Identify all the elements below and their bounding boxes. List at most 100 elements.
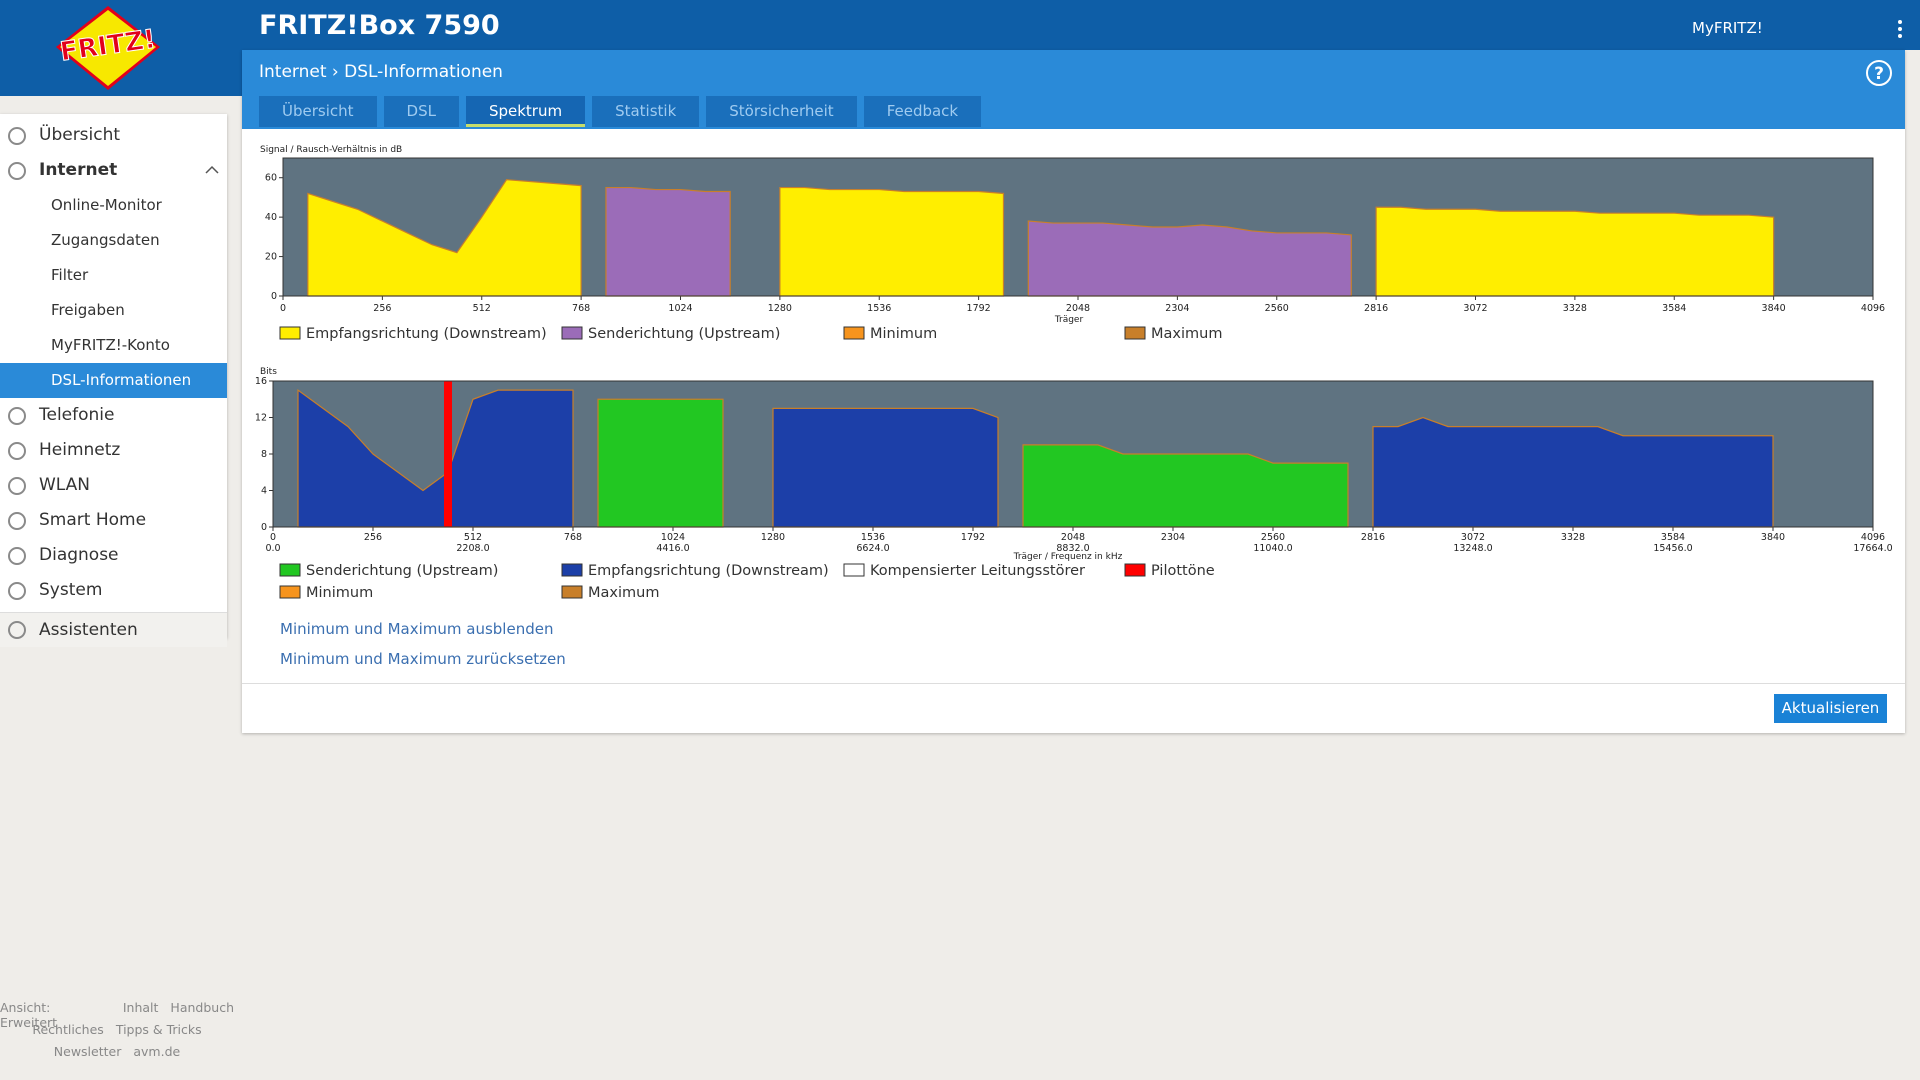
x-tick-label: 4096 xyxy=(1861,303,1885,314)
crumb[interactable]: Internet xyxy=(259,62,327,82)
footer-link[interactable]: Inhalt xyxy=(122,1000,159,1015)
icon-shape xyxy=(8,127,26,145)
legend-swatch xyxy=(843,326,865,340)
y-tick-label: 0 xyxy=(271,291,277,302)
x-tick-label: 0 xyxy=(270,532,276,543)
x-tick-label: 1536 xyxy=(861,532,885,543)
footer-link[interactable]: Tipps & Tricks xyxy=(115,1022,202,1037)
icon-shape xyxy=(8,621,26,639)
x-tick-label: 2560 xyxy=(1265,303,1289,314)
nav-item[interactable]: Smart Home xyxy=(39,510,147,530)
legend-swatch xyxy=(1124,326,1146,340)
nav-icon xyxy=(8,582,26,600)
tab[interactable]: Übersicht xyxy=(259,96,377,127)
nav-item[interactable]: Zugangsdaten xyxy=(51,231,160,249)
legend-swatch xyxy=(1124,563,1146,577)
x-tick-label: 3328 xyxy=(1561,532,1585,543)
x2-tick-label: 4416.0 xyxy=(656,543,689,554)
logo[interactable]: FRITZ! xyxy=(0,0,242,96)
link[interactable]: Minimum und Maximum zurücksetzen xyxy=(280,650,566,668)
nav-icon xyxy=(8,127,26,145)
y-tick-label: 20 xyxy=(265,252,277,263)
x-tick-label: 2816 xyxy=(1361,532,1385,543)
x-tick-label: 3072 xyxy=(1463,303,1487,314)
refresh-button[interactable]: Aktualisieren xyxy=(1774,694,1887,723)
x2-tick-label: 15456.0 xyxy=(1653,543,1692,554)
nav-item[interactable]: Assistenten xyxy=(0,612,227,647)
y-tick-label: 12 xyxy=(255,413,267,424)
help-icon[interactable]: ? xyxy=(1865,59,1893,87)
nav-item[interactable]: System xyxy=(39,580,103,600)
y-tick-label: 60 xyxy=(265,173,277,184)
nav-icon xyxy=(8,162,26,180)
myfritz-link[interactable]: MyFRITZ! xyxy=(1692,19,1763,37)
x-tick-label: 768 xyxy=(572,303,590,314)
nav-item[interactable]: Freigaben xyxy=(51,301,125,319)
area-series xyxy=(605,186,1352,297)
legend-label: Senderichtung (Upstream) xyxy=(588,326,780,342)
nav-item[interactable]: Übersicht xyxy=(39,125,121,145)
footer-link[interactable]: Handbuch xyxy=(170,1000,234,1015)
nav-item[interactable]: Filter xyxy=(51,266,89,284)
x-tick-label: 3840 xyxy=(1762,303,1786,314)
icon-shape xyxy=(8,442,26,460)
footer-row: Rechtliches Tipps & Tricks xyxy=(0,1022,234,1044)
x-tick-label: 256 xyxy=(373,303,391,314)
x-tick-label: 3584 xyxy=(1661,532,1685,543)
legend-label: Maximum xyxy=(588,585,659,601)
nav-item[interactable]: Internet xyxy=(39,160,118,180)
help-text: ? xyxy=(1874,64,1884,84)
chevron[interactable] xyxy=(204,165,220,175)
nav-item[interactable]: Telefonie xyxy=(39,405,115,425)
nav-item[interactable]: MyFRITZ!-Konto xyxy=(51,336,170,354)
nav-item[interactable]: Heimnetz xyxy=(39,440,121,460)
x-tick-label: 2048 xyxy=(1066,303,1090,314)
x-axis-label: Träger / Frequenz in kHz xyxy=(1013,552,1123,562)
legend-swatch xyxy=(561,326,583,340)
nav-item[interactable]: WLAN xyxy=(39,475,91,495)
x-axis-label: Träger xyxy=(1054,315,1084,325)
footer-link[interactable]: Ansicht: Erweitert xyxy=(0,1000,58,1030)
nav-item[interactable]: Online-Monitor xyxy=(51,196,162,214)
legend-swatch xyxy=(279,585,301,599)
x-tick-label: 1792 xyxy=(967,303,991,314)
footer-row: Ansicht: Erweitert Inhalt Handbuch xyxy=(0,1000,234,1030)
snr-chart: Signal / Rausch-Verhältnis in dB 0 20 40 60 0… xyxy=(260,145,1885,342)
icon-shape xyxy=(8,582,26,600)
area-series xyxy=(307,179,1775,297)
tab[interactable]: Statistik xyxy=(592,96,700,127)
icon-shape xyxy=(8,512,26,530)
x-tick-label: 1792 xyxy=(961,532,985,543)
tab[interactable]: DSL xyxy=(383,96,459,127)
link[interactable]: Minimum und Maximum ausblenden xyxy=(280,620,554,638)
logo-box: FRITZ! xyxy=(0,0,242,96)
x-tick-label: 2304 xyxy=(1161,532,1185,543)
logo-diamond xyxy=(60,10,156,86)
y-tick-label: 0 xyxy=(261,522,267,533)
tab[interactable]: Feedback xyxy=(863,96,982,127)
x-tick-label: 512 xyxy=(464,532,482,543)
footer-link[interactable]: Rechtliches xyxy=(32,1022,104,1037)
x-tick-label: 256 xyxy=(364,532,382,543)
pilot-tone xyxy=(444,381,452,527)
footer-link[interactable]: avm.de xyxy=(133,1044,181,1059)
nav-item[interactable]: Diagnose xyxy=(39,545,119,565)
x-tick-label: 2816 xyxy=(1364,303,1388,314)
legend-label: Minimum xyxy=(870,326,937,342)
footer-link[interactable]: Newsletter xyxy=(53,1044,122,1059)
icon-shape xyxy=(8,407,26,425)
x-tick-label: 2560 xyxy=(1261,532,1285,543)
x-tick-label: 3840 xyxy=(1761,532,1785,543)
tab[interactable]: Störsicherheit xyxy=(706,96,857,127)
x2-tick-label: 2208.0 xyxy=(456,543,489,554)
x-tick-label: 768 xyxy=(564,532,582,543)
nav-item[interactable]: DSL-Informationen xyxy=(0,363,227,398)
legend-label: Senderichtung (Upstream) xyxy=(306,563,498,579)
legend-swatch xyxy=(279,563,301,577)
tab[interactable]: Spektrum xyxy=(465,96,586,127)
menu-icon[interactable] xyxy=(1896,18,1904,40)
x-tick-label: 1024 xyxy=(668,303,692,314)
sidebar: Übersicht Internet Online-Monitor Zugangsda… xyxy=(0,114,227,647)
x-tick-label: 1280 xyxy=(761,532,785,543)
footer: Ansicht: Erweitert Inhalt Handbuch Rechtlic… xyxy=(0,1000,234,1066)
